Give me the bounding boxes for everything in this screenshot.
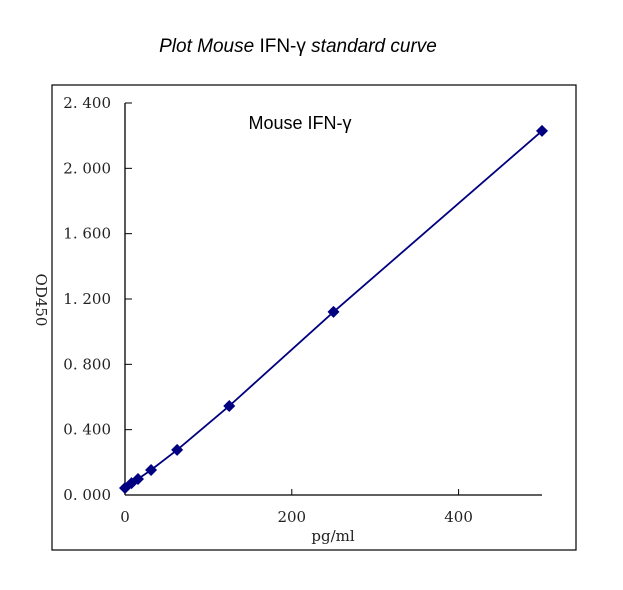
data-point [145, 464, 158, 477]
y-tick-label: 1. 600 [63, 225, 111, 243]
y-tick-label: 1. 200 [63, 290, 111, 308]
data-point [536, 124, 548, 137]
title-part: standard curve [305, 36, 437, 57]
data-point [132, 472, 145, 485]
annotation: Mouse IFN-γ [248, 113, 351, 133]
y-tick-label: 0. 400 [63, 421, 111, 439]
y-tick-label: 0. 000 [63, 486, 111, 504]
data-point [223, 399, 236, 412]
y-axis-label: OD450 [32, 274, 50, 327]
y-tick-label: 2. 000 [63, 159, 111, 177]
x-tick-label: 200 [277, 508, 306, 526]
title-part: IFN-γ [259, 36, 306, 57]
x-tick-label: 400 [444, 508, 473, 526]
x-tick-label: 0 [120, 508, 130, 526]
title-part: Plot Mouse [159, 36, 260, 57]
plot-frame [51, 84, 577, 551]
data-point [327, 305, 340, 318]
x-axis-label: pg/ml [311, 527, 354, 545]
y-tick-label: 0. 800 [63, 355, 111, 373]
chart-title: Plot Mouse IFN-γ standard curve [0, 36, 596, 58]
y-tick-label: 2. 400 [63, 94, 111, 112]
data-point [171, 443, 184, 456]
